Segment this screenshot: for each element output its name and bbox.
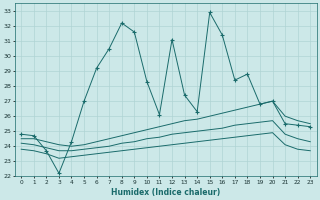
X-axis label: Humidex (Indice chaleur): Humidex (Indice chaleur): [111, 188, 220, 197]
